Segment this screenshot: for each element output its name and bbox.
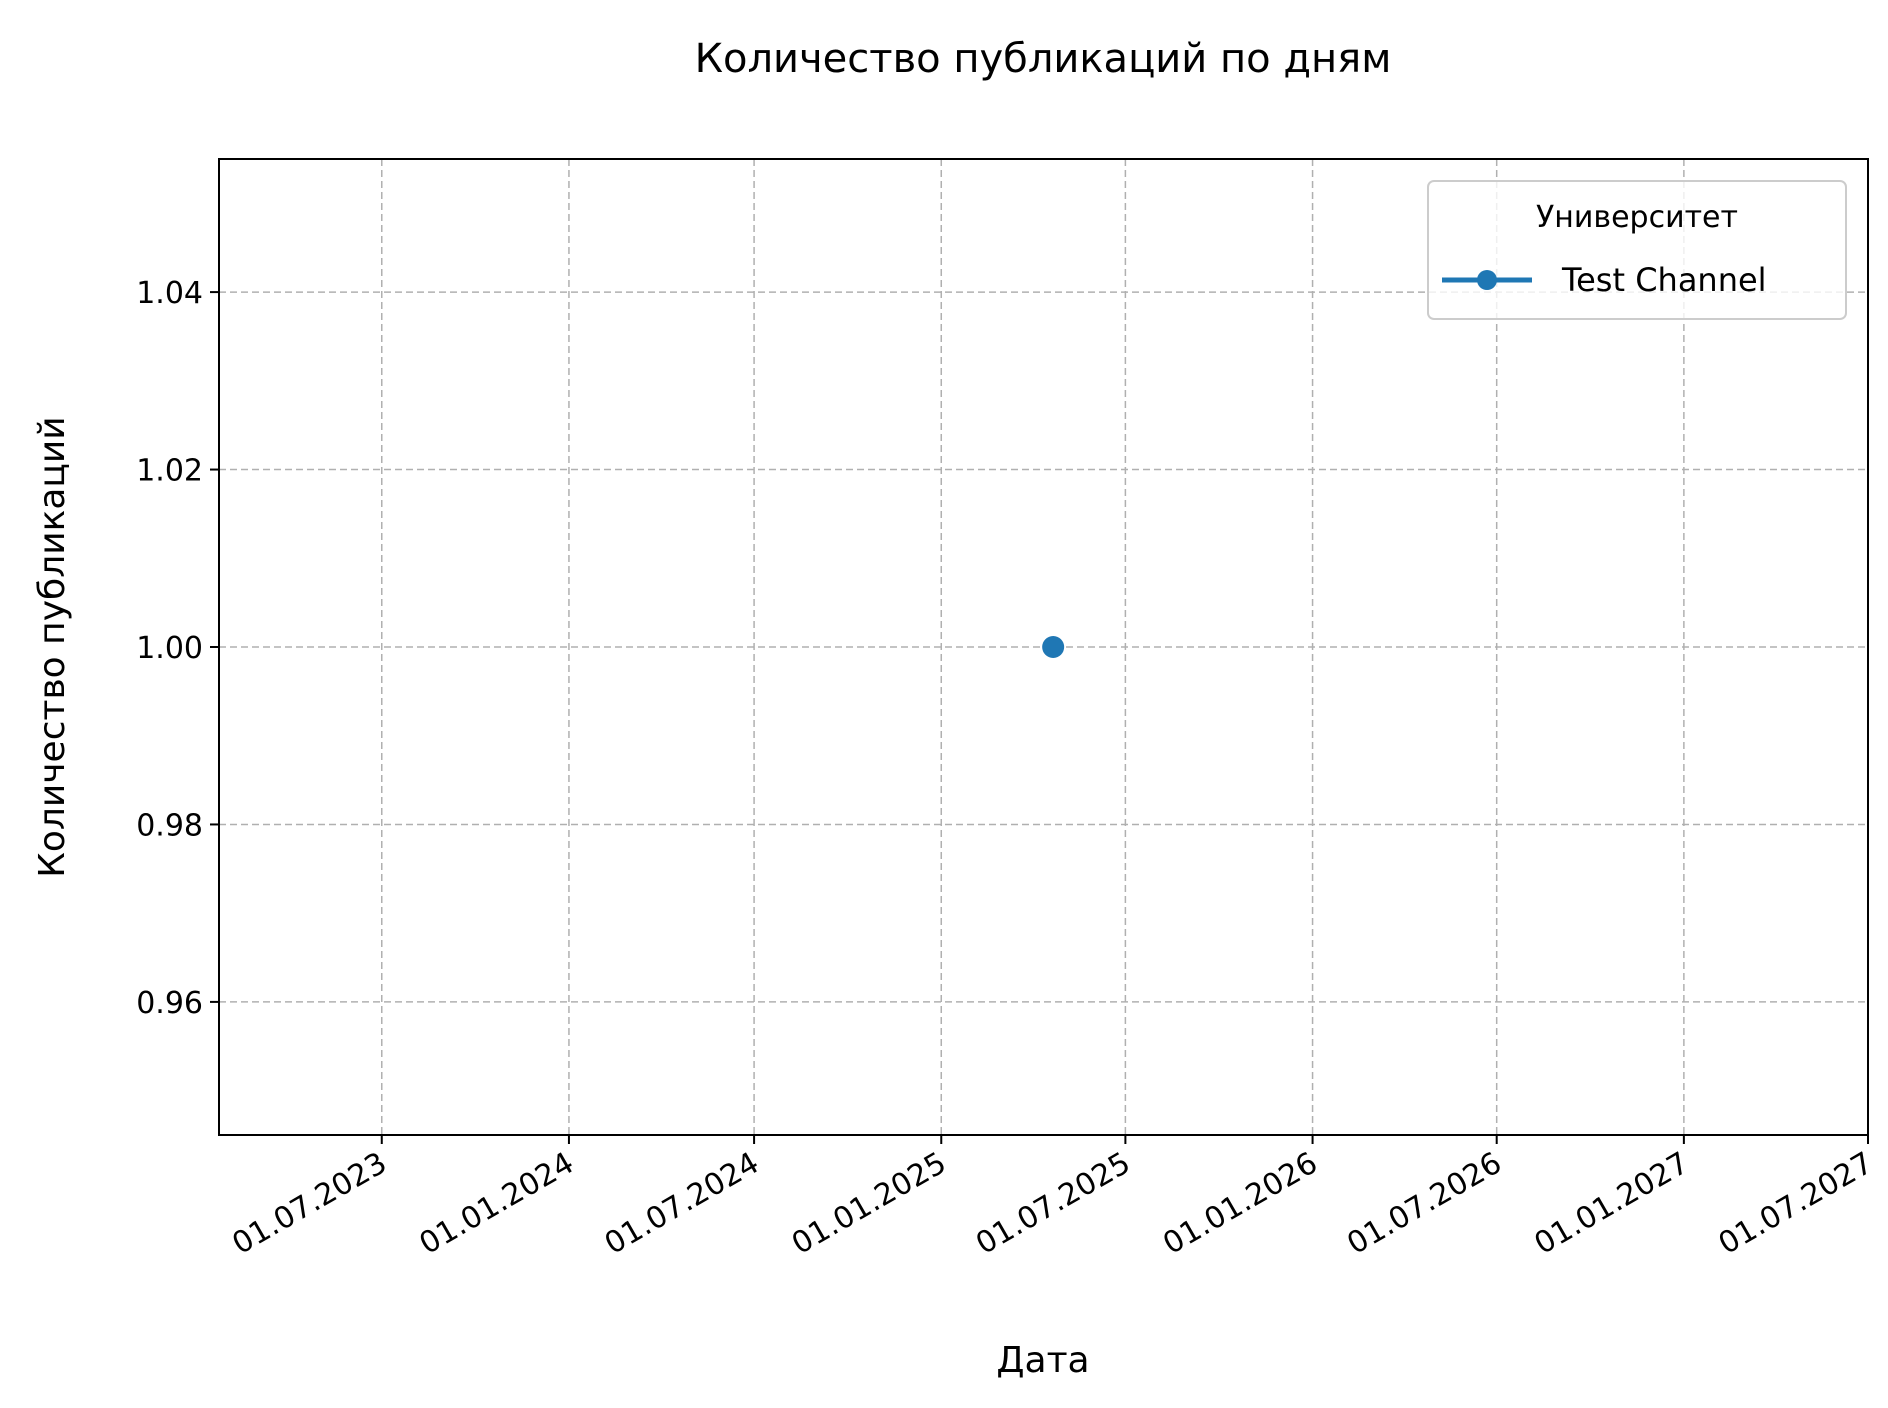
y-tick-label: 0.98 — [136, 808, 203, 843]
legend-series-marker — [1477, 270, 1497, 290]
legend-series-label: Test Channel — [1561, 261, 1767, 299]
series-layer — [1042, 636, 1065, 658]
x-axis: 01.07.2023 01.01.2024 01.07.2024 01.01.2025… — [226, 1135, 1879, 1262]
y-axis-label: Количество публикаций — [32, 416, 73, 877]
x-axis-label: Дата — [996, 1340, 1089, 1381]
data-point — [1042, 636, 1065, 658]
x-tick-label: 01.07.2025 — [970, 1146, 1136, 1262]
x-tick-label: 01.01.2027 — [1529, 1146, 1695, 1262]
legend-title: Университет — [1536, 200, 1738, 235]
y-tick-label: 1.02 — [136, 454, 203, 489]
legend: Университет Test Channel — [1427, 180, 1847, 320]
y-tick-label: 0.96 — [136, 986, 203, 1021]
x-tick-label: 01.07.2024 — [599, 1146, 765, 1262]
x-tick-label: 01.07.2026 — [1341, 1146, 1507, 1262]
x-tick-label: 01.01.2025 — [786, 1146, 952, 1262]
y-axis: 0.96 0.98 1.00 1.02 1.04 — [136, 276, 219, 1021]
y-tick-label: 1.04 — [136, 276, 203, 311]
x-tick-label: 01.07.2023 — [226, 1146, 392, 1262]
x-tick-label: 01.01.2026 — [1157, 1146, 1323, 1262]
x-tick-label: 01.07.2027 — [1713, 1146, 1879, 1262]
legend-box — [1427, 180, 1847, 320]
x-tick-label: 01.01.2024 — [414, 1146, 580, 1262]
y-tick-label: 1.00 — [136, 631, 203, 666]
chart-title: Количество публикаций по дням — [695, 36, 1392, 82]
